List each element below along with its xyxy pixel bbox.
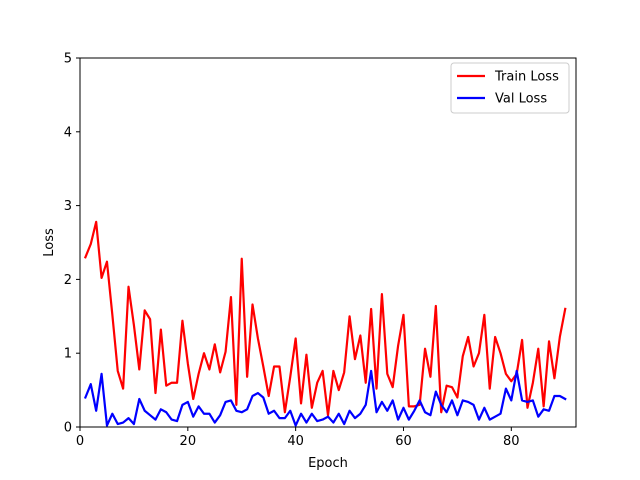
y-axis-label: Loss xyxy=(42,228,57,257)
x-tick-label: 20 xyxy=(180,434,197,449)
series-line-train-loss xyxy=(83,220,567,417)
series-layer xyxy=(83,220,567,427)
x-tick-label: 60 xyxy=(395,434,412,449)
y-tick-label: 0 xyxy=(64,421,72,436)
legend-label-train-loss: Train Loss xyxy=(494,70,559,85)
legend: Train Loss Val Loss xyxy=(450,62,570,114)
y-tick-label: 4 xyxy=(64,125,72,140)
plot-area xyxy=(79,57,577,428)
x-axis-label: Epoch xyxy=(308,456,348,471)
y-tick-label: 1 xyxy=(64,347,72,362)
axes-frame xyxy=(79,57,577,428)
x-tick-label: 80 xyxy=(503,434,520,449)
legend-label-val-loss: Val Loss xyxy=(495,92,547,107)
x-tick-label: 0 xyxy=(76,434,84,449)
y-tick-label: 2 xyxy=(64,273,72,288)
series-line-val-loss xyxy=(83,369,567,427)
x-tick-label: 40 xyxy=(287,434,304,449)
y-tick-label: 3 xyxy=(64,199,72,214)
ticks-layer: 0 20 40 60 80 0 1 2 3 4 5 xyxy=(64,52,520,450)
y-tick-label: 5 xyxy=(64,52,72,67)
